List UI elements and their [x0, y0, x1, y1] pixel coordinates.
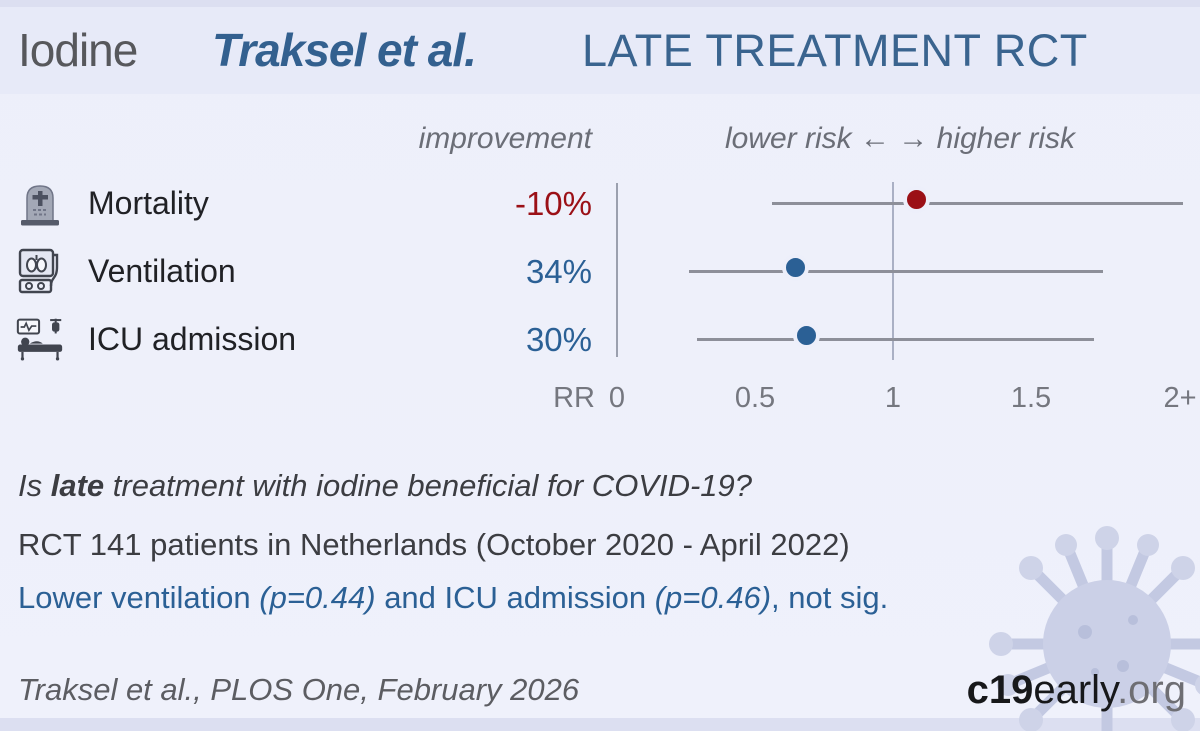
outcome-row: Mortality -10%	[0, 177, 600, 229]
axis-tick: 1	[884, 382, 902, 414]
header: Iodine Traksel et al. LATE TREATMENT RCT	[0, 7, 1200, 94]
outcome-row: ICU admission 30%	[0, 313, 600, 365]
study-type-label: LATE TREATMENT RCT	[582, 25, 1088, 76]
axis-tick: 0	[608, 382, 626, 414]
question-bold: late	[50, 468, 105, 503]
logo-early: early	[1033, 668, 1118, 712]
outcome-label: Mortality	[88, 185, 209, 221]
result-text: Lower ventilation	[18, 580, 260, 615]
logo-org: .org	[1117, 668, 1186, 712]
axis-zero-line	[616, 183, 618, 357]
risk-direction-header: lower risk ← → higher risk	[724, 122, 1076, 155]
citation: Traksel et al., PLOS One, February 2026	[18, 672, 580, 707]
axis-tick: 1.5	[1010, 382, 1052, 414]
study-details-line: RCT 141 patients in Netherlands (October…	[18, 527, 850, 562]
bottom-strip	[0, 718, 1200, 731]
improvement-value: -10%	[514, 185, 592, 222]
question-prefix: Is	[18, 468, 51, 503]
outcome-row: Ventilation 34%	[0, 245, 600, 297]
improvement-value: 34%	[525, 253, 592, 290]
study-authors: Traksel et al.	[212, 24, 477, 76]
icu-bed-icon	[16, 315, 64, 363]
risk-ratio-dot	[903, 185, 931, 213]
result-text: , not sig.	[771, 580, 889, 615]
tombstone-icon	[16, 179, 64, 227]
p-value-icu: (p=0.46)	[654, 580, 772, 615]
risk-ratio-dot	[781, 253, 809, 281]
result-line: Lower ventilation (p=0.44) and ICU admis…	[18, 580, 888, 616]
question-line: Is late treatment with iodine beneficial…	[18, 468, 752, 504]
c19early-logo-link[interactable]: c19early.org	[967, 668, 1186, 713]
confidence-interval-line	[771, 201, 1183, 205]
axis-tick: 2+	[1163, 382, 1197, 414]
improvement-column-header: improvement	[418, 122, 592, 155]
result-text: and ICU admission	[375, 580, 655, 615]
coronavirus-icon	[989, 526, 1200, 731]
question-suffix: treatment with iodine beneficial for COV…	[104, 468, 753, 503]
top-strip	[0, 0, 1200, 7]
logo-c19: c19	[966, 668, 1034, 712]
outcome-label: ICU admission	[88, 321, 297, 357]
confidence-interval-line	[697, 337, 1095, 341]
risk-ratio-dot	[792, 321, 820, 349]
improvement-value: 30%	[525, 321, 592, 358]
confidence-interval-line	[688, 269, 1103, 273]
p-value-ventilation: (p=0.44)	[259, 580, 376, 615]
axis-tick: 0.5	[734, 382, 776, 414]
axis-label-rr: RR	[553, 382, 595, 414]
outcome-label: Ventilation	[88, 253, 236, 289]
ventilator-icon	[16, 247, 64, 295]
treatment-name: Iodine	[18, 24, 138, 76]
